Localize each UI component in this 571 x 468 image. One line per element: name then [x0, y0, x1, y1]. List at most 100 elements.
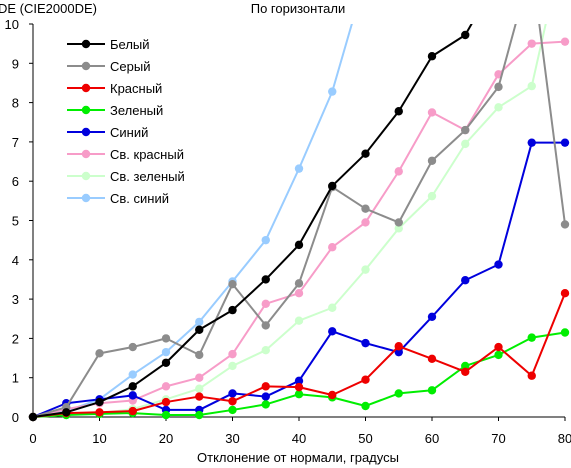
- legend-label: Красный: [110, 81, 162, 96]
- data-point: [427, 191, 437, 201]
- series-group: [28, 328, 570, 422]
- x-tick-label: 80: [558, 431, 571, 446]
- data-point: [294, 279, 304, 288]
- data-point: [560, 37, 570, 46]
- data-point: [560, 220, 570, 229]
- data-point: [527, 39, 536, 48]
- data-point: [195, 410, 204, 420]
- legend-label: Св. красный: [110, 147, 184, 162]
- legend-label: Синий: [110, 125, 148, 140]
- data-point: [28, 412, 38, 422]
- data-point: [261, 235, 270, 245]
- legend-item: Белый: [67, 37, 150, 52]
- data-point: [228, 349, 237, 359]
- data-point: [128, 406, 137, 416]
- data-point: [527, 333, 536, 342]
- data-point: [560, 289, 570, 298]
- legend-item: Синий: [67, 125, 148, 140]
- x-tick-label: 50: [358, 431, 372, 446]
- data-point: [95, 408, 104, 417]
- data-point: [394, 107, 403, 116]
- data-point: [461, 276, 470, 285]
- data-point: [128, 391, 137, 400]
- data-point: [294, 316, 304, 325]
- x-tick-label: 10: [92, 431, 106, 446]
- data-point: [161, 410, 171, 420]
- data-point: [361, 218, 370, 227]
- data-point: [161, 358, 171, 367]
- data-point: [494, 342, 503, 352]
- data-point: [394, 389, 403, 398]
- data-point: [294, 382, 304, 392]
- y-tick-label: 8: [12, 96, 19, 111]
- data-point: [161, 347, 171, 357]
- data-point: [228, 305, 237, 315]
- y-tick-label: 9: [12, 56, 19, 71]
- data-point: [195, 384, 204, 393]
- series-group: [28, 138, 570, 422]
- data-point: [228, 397, 237, 406]
- y-tick-label: 4: [12, 253, 19, 268]
- data-point: [361, 401, 370, 411]
- data-point: [261, 392, 270, 401]
- x-tick-label: 30: [225, 431, 239, 446]
- y-tick-label: 6: [12, 174, 19, 189]
- data-point: [195, 350, 204, 360]
- data-point: [128, 370, 137, 379]
- data-point: [95, 397, 104, 407]
- legend-swatch-marker: [81, 149, 91, 159]
- y-tick-label: 10: [5, 17, 19, 32]
- x-tick-label: 40: [292, 431, 306, 446]
- data-point: [361, 338, 370, 348]
- data-point: [427, 312, 437, 321]
- data-point: [461, 361, 470, 371]
- data-point: [195, 317, 204, 327]
- data-point: [427, 354, 437, 364]
- legend-label: Белый: [110, 37, 150, 52]
- data-point: [161, 382, 171, 391]
- y-tick-label: 2: [12, 331, 19, 346]
- legend-item: Св. красный: [67, 147, 184, 162]
- data-point: [128, 342, 137, 352]
- series-line: [32, 331, 566, 418]
- legend-item: Красный: [67, 81, 162, 96]
- legend-item: Серый: [67, 59, 150, 74]
- series-group: [28, 24, 547, 422]
- data-point: [294, 390, 304, 399]
- data-point: [161, 397, 171, 407]
- data-point: [361, 149, 370, 158]
- y-tick-label: 5: [12, 214, 19, 229]
- legend-label: Зеленый: [110, 103, 163, 118]
- data-point: [427, 156, 437, 165]
- series-layer: [28, 24, 570, 422]
- data-point: [228, 389, 237, 398]
- data-point: [394, 218, 403, 227]
- series-group: [28, 289, 570, 422]
- data-point: [294, 164, 304, 173]
- axes-layer: 0 1 2 3 4 5 6 7 8 9 10 0 10 20 30 40 50 60 70 80: [5, 17, 571, 446]
- data-point: [494, 82, 503, 92]
- data-point: [427, 52, 437, 61]
- legend-swatch-marker: [81, 39, 91, 49]
- legend-item: Св. синий: [67, 191, 169, 206]
- data-point: [361, 265, 370, 274]
- data-point: [328, 303, 337, 312]
- legend-swatch-marker: [81, 83, 91, 93]
- data-point: [195, 392, 204, 401]
- data-point: [461, 139, 470, 149]
- data-point: [461, 30, 470, 40]
- data-point: [394, 167, 403, 176]
- data-point: [261, 345, 270, 355]
- legend: Белый Серый Красный Зеленый Синий Св. красный…: [67, 37, 185, 206]
- data-point: [394, 224, 403, 233]
- data-point: [328, 87, 337, 96]
- data-point: [527, 138, 536, 147]
- legend-swatch-marker: [81, 171, 91, 181]
- legend-swatch-marker: [81, 193, 91, 203]
- legend-swatch-marker: [81, 127, 91, 137]
- x-tick-label: 0: [29, 431, 36, 446]
- x-tick-label: 60: [425, 431, 439, 446]
- legend-swatch-marker: [81, 105, 91, 115]
